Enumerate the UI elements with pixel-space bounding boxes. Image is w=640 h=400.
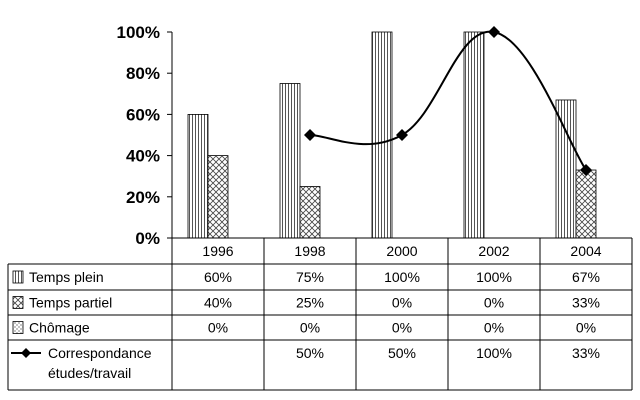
y-tick-label: 100% (117, 23, 160, 42)
line-series-marker (488, 26, 500, 38)
data-table: 1996 1998 2000 2002 2004 Temps plein 60% 75% 100… (7, 237, 633, 391)
data-label: 100% (476, 269, 512, 285)
x-tick-label: 2002 (478, 243, 509, 259)
y-tick-label: 60% (126, 105, 160, 124)
bar-vertical-lines (279, 83, 301, 239)
data-label: 33% (572, 345, 600, 361)
y-tick-label: 0% (135, 229, 160, 248)
line-series-marker (396, 129, 408, 141)
x-tick-label: 2004 (570, 243, 601, 259)
bar-vertical-lines (463, 31, 485, 239)
x-tick-label: 1996 (202, 243, 233, 259)
data-label: 67% (572, 269, 600, 285)
data-label: 60% (204, 269, 232, 285)
line-series-marker (580, 164, 592, 177)
data-label: 50% (296, 345, 324, 361)
legend-swatch-dots (12, 321, 24, 334)
data-label: 0% (392, 320, 412, 336)
y-tick-label: 80% (126, 64, 160, 83)
data-label: 25% (296, 295, 324, 311)
series-name: Chômage (29, 320, 90, 336)
x-tick-label: 1998 (294, 243, 325, 259)
data-label: 0% (484, 295, 504, 311)
data-label: 0% (484, 320, 504, 336)
series-name: Temps plein (29, 269, 104, 285)
series-name: études/travail (48, 365, 131, 381)
data-label: 75% (296, 269, 324, 285)
data-label: 100% (384, 269, 420, 285)
data-label: 0% (208, 320, 228, 336)
y-tick-label: 40% (126, 147, 160, 166)
line-series-path (309, 30, 587, 171)
data-label: 50% (388, 345, 416, 361)
plot-area: 0% 20% 40% 60% 80% 100% (117, 23, 597, 248)
data-label: 0% (300, 320, 320, 336)
data-label: 0% (392, 295, 412, 311)
y-tick-label: 20% (126, 188, 160, 207)
bar-crosshatch (299, 186, 321, 239)
x-tick-label: 2000 (386, 243, 417, 259)
data-label: 100% (476, 345, 512, 361)
bar-crosshatch (207, 155, 229, 239)
data-label: 0% (576, 320, 596, 336)
bar-vertical-lines (555, 99, 577, 239)
legend-swatch-vertical-lines (12, 270, 24, 284)
line-series-marker (304, 129, 316, 141)
legend-swatch-crosshatch (12, 296, 24, 309)
bar-crosshatch (575, 169, 597, 239)
bar-vertical-lines (187, 114, 209, 239)
data-label: 40% (204, 295, 232, 311)
series-name: Temps partiel (29, 295, 112, 311)
series-name: Correspondance (48, 345, 152, 361)
bar-vertical-lines (371, 31, 393, 239)
data-label: 33% (572, 295, 600, 311)
legend-diamond-marker (21, 348, 31, 358)
